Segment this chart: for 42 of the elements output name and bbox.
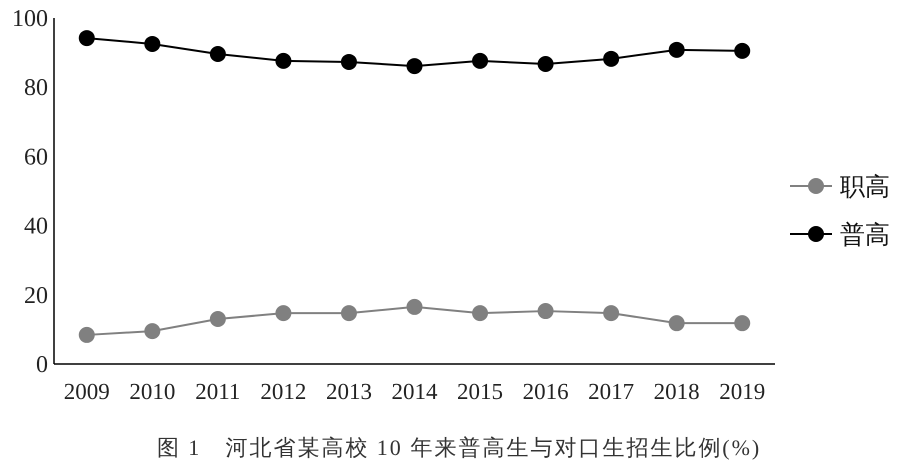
x-tick-label: 2018 [654,379,700,404]
point [78,30,95,46]
point [472,52,488,69]
x-tick-label: 2012 [260,379,306,404]
point [668,315,685,332]
y-tick-label: 80 [24,75,48,102]
point [734,42,750,59]
point [734,315,750,332]
point [275,305,292,322]
point [144,36,160,52]
point [603,50,620,67]
point [603,305,620,322]
y-tick-label: 20 [24,282,48,309]
point [210,46,226,62]
y-tick-label: 0 [36,352,48,378]
text: 图 1 河北省某高校 10 年来普高生与对口生招生比例(%) [156,435,762,460]
x-tick-label: 2014 [392,379,438,404]
point [78,326,95,343]
point [210,311,226,328]
x-tick-label: 2016 [522,379,569,404]
point [144,323,160,340]
point [275,52,292,69]
y-tick-label: 100 [12,6,48,32]
point [538,56,554,72]
point [340,54,357,70]
y-tick-label: 40 [24,214,48,240]
x-tick-label: 2015 [457,379,504,404]
x-tick-label: 2009 [64,379,110,404]
x-tick-label: 2010 [129,379,176,404]
x-tick-label: 2013 [326,379,372,404]
point [472,305,488,322]
point [538,303,554,320]
point [406,58,422,74]
x-tick-label: 2011 [195,379,240,404]
point [340,305,357,322]
y-tick-label: 60 [24,144,48,170]
legend-label: 职高 [840,173,890,201]
point [668,42,685,58]
x-tick-label: 2019 [719,379,766,404]
point [406,298,422,315]
x-tick-label: 2017 [588,379,634,404]
legend-label: 普高 [840,221,890,249]
